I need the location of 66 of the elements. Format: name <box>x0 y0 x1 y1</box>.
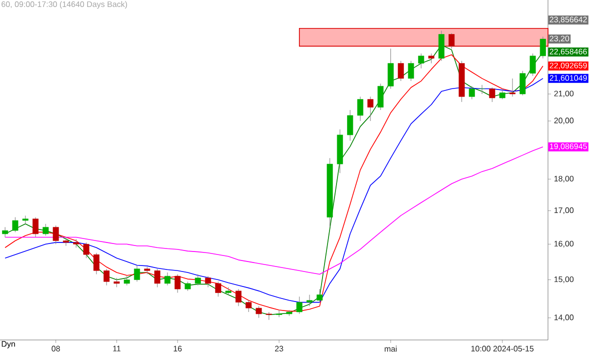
candlestick <box>184 281 191 292</box>
candlestick <box>448 32 455 49</box>
y-tick-label: 18,00 <box>554 176 574 182</box>
candlestick <box>276 310 282 318</box>
candlestick <box>174 274 181 294</box>
candlestick <box>530 53 536 76</box>
data-label: 22,658466 <box>550 48 587 56</box>
candlestick <box>42 224 49 236</box>
y-tick-label: 21,00 <box>554 90 574 98</box>
candlestick <box>164 272 170 286</box>
x-tick-label: 23 <box>275 346 284 352</box>
candlestick <box>154 268 160 288</box>
x-tick-label: 16 <box>174 346 182 352</box>
candlestick <box>246 300 252 312</box>
candlestick <box>134 264 140 282</box>
candlestick <box>62 236 69 246</box>
candlestick <box>428 53 434 64</box>
candlestick <box>509 78 516 97</box>
candlestick <box>12 216 18 232</box>
text: 23,856642 <box>550 16 587 24</box>
candlestick <box>205 276 212 288</box>
candlestick <box>316 288 323 303</box>
x-tick-label: 08 <box>52 346 60 352</box>
candlestick <box>266 312 272 320</box>
candlestick <box>347 110 354 141</box>
y-tick-label: 16,00 <box>554 240 574 248</box>
candlestick <box>2 226 8 238</box>
data-label: 21,601049 <box>550 75 587 82</box>
candlestick <box>499 88 506 100</box>
data-label: 19,086945 <box>550 144 587 150</box>
candlestick <box>367 96 374 122</box>
candlestick <box>520 70 526 96</box>
candlestick <box>104 268 110 286</box>
candlestick <box>215 281 222 297</box>
data-label: 22,092659 <box>550 62 587 70</box>
candlestick <box>296 296 302 314</box>
candlestick <box>398 60 404 82</box>
x-tick-label: 10:00 2024-05-15 <box>471 346 534 352</box>
candlestick <box>540 36 546 59</box>
candlestick <box>479 84 486 94</box>
candlestick <box>388 48 394 90</box>
candlestick <box>306 294 313 306</box>
candlestick <box>408 60 414 82</box>
candlestick <box>114 278 120 288</box>
annotation: 23,20 <box>550 36 570 42</box>
candlestick <box>378 83 384 110</box>
candlestick <box>194 274 201 286</box>
y-tick-label: 14,00 <box>554 314 574 322</box>
text: Dyn <box>2 341 15 348</box>
candlestick <box>83 242 90 258</box>
candlestick <box>418 53 424 69</box>
candlestick <box>93 252 100 275</box>
candlestick <box>256 306 262 318</box>
candlestick <box>235 288 242 306</box>
candlestick <box>468 86 475 100</box>
y-tick-label: 15,00 <box>554 276 574 284</box>
candlestick <box>489 87 496 102</box>
candlestick <box>357 96 364 122</box>
x-tick-label: mai <box>384 346 397 352</box>
candlestick <box>32 216 39 238</box>
chart-title: 60, 09:00-17:30 (14640 Days Back) <box>2 1 127 9</box>
candlestick <box>52 225 59 244</box>
y-tick-label: 17,00 <box>554 207 574 214</box>
x-tick-label: 11 <box>113 346 120 352</box>
candlestick <box>124 276 130 286</box>
y-tick-label: 20,00 <box>554 118 574 124</box>
